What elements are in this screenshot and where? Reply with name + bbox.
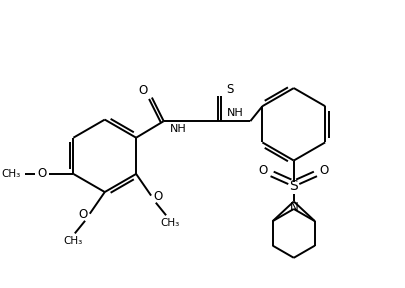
- Text: O: O: [37, 167, 47, 180]
- Text: O: O: [153, 190, 162, 203]
- Text: S: S: [225, 83, 232, 96]
- Text: S: S: [289, 179, 297, 193]
- Text: CH₃: CH₃: [160, 218, 179, 228]
- Text: NH: NH: [170, 124, 186, 134]
- Text: CH₃: CH₃: [1, 169, 20, 179]
- Text: O: O: [319, 164, 328, 177]
- Text: O: O: [138, 84, 147, 97]
- Text: N: N: [290, 200, 298, 213]
- Text: O: O: [258, 164, 267, 177]
- Text: CH₃: CH₃: [63, 236, 82, 246]
- Text: O: O: [78, 208, 87, 221]
- Text: NH: NH: [227, 108, 243, 118]
